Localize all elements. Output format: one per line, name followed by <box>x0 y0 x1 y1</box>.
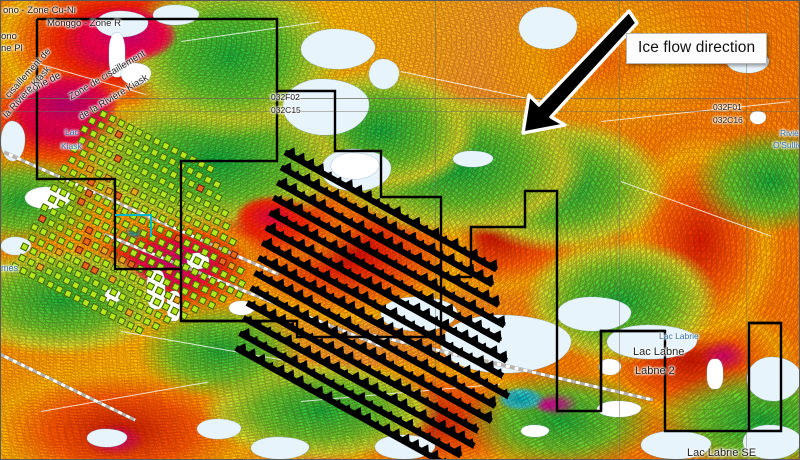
graticule-line-vertical <box>746 1 747 459</box>
claim-polygon-cyan-inset[interactable] <box>115 214 152 237</box>
lake-polygon <box>707 359 723 389</box>
lake-polygon <box>747 357 799 401</box>
ice-flow-arrow <box>521 9 639 135</box>
lake-polygon <box>369 59 399 89</box>
lake-polygon <box>441 315 571 373</box>
lake-polygon <box>283 79 369 135</box>
ice-flow-direction-label: Ice flow direction <box>626 33 768 64</box>
claim-polygon-north-inner[interactable] <box>277 89 443 277</box>
lake-polygon <box>597 401 641 417</box>
lake-polygon <box>96 11 148 37</box>
graticule-line-vertical <box>435 1 436 459</box>
lake-polygon <box>121 63 151 85</box>
lake-polygon <box>599 359 621 375</box>
claim-polygon-west[interactable] <box>35 19 181 271</box>
lake-polygon <box>750 111 766 124</box>
lake-polygon <box>109 33 125 77</box>
graticule-line-horizontal <box>1 111 799 112</box>
ice-flow-direction-text: Ice flow direction <box>638 39 756 56</box>
claim-polygon-east[interactable] <box>599 321 783 433</box>
graticule-line-horizontal <box>1 98 799 99</box>
lake-polygon <box>641 431 711 459</box>
lake-polygon <box>453 151 493 167</box>
graticule-line-vertical <box>619 1 620 459</box>
lake-polygon <box>87 429 127 447</box>
lake-polygon <box>519 7 577 49</box>
lake-polygon <box>197 419 241 439</box>
lake-polygon <box>331 153 379 179</box>
lake-polygon <box>251 437 309 459</box>
lake-polygon <box>301 29 375 69</box>
lake-polygon <box>557 297 631 331</box>
lake-polygon <box>521 425 549 437</box>
